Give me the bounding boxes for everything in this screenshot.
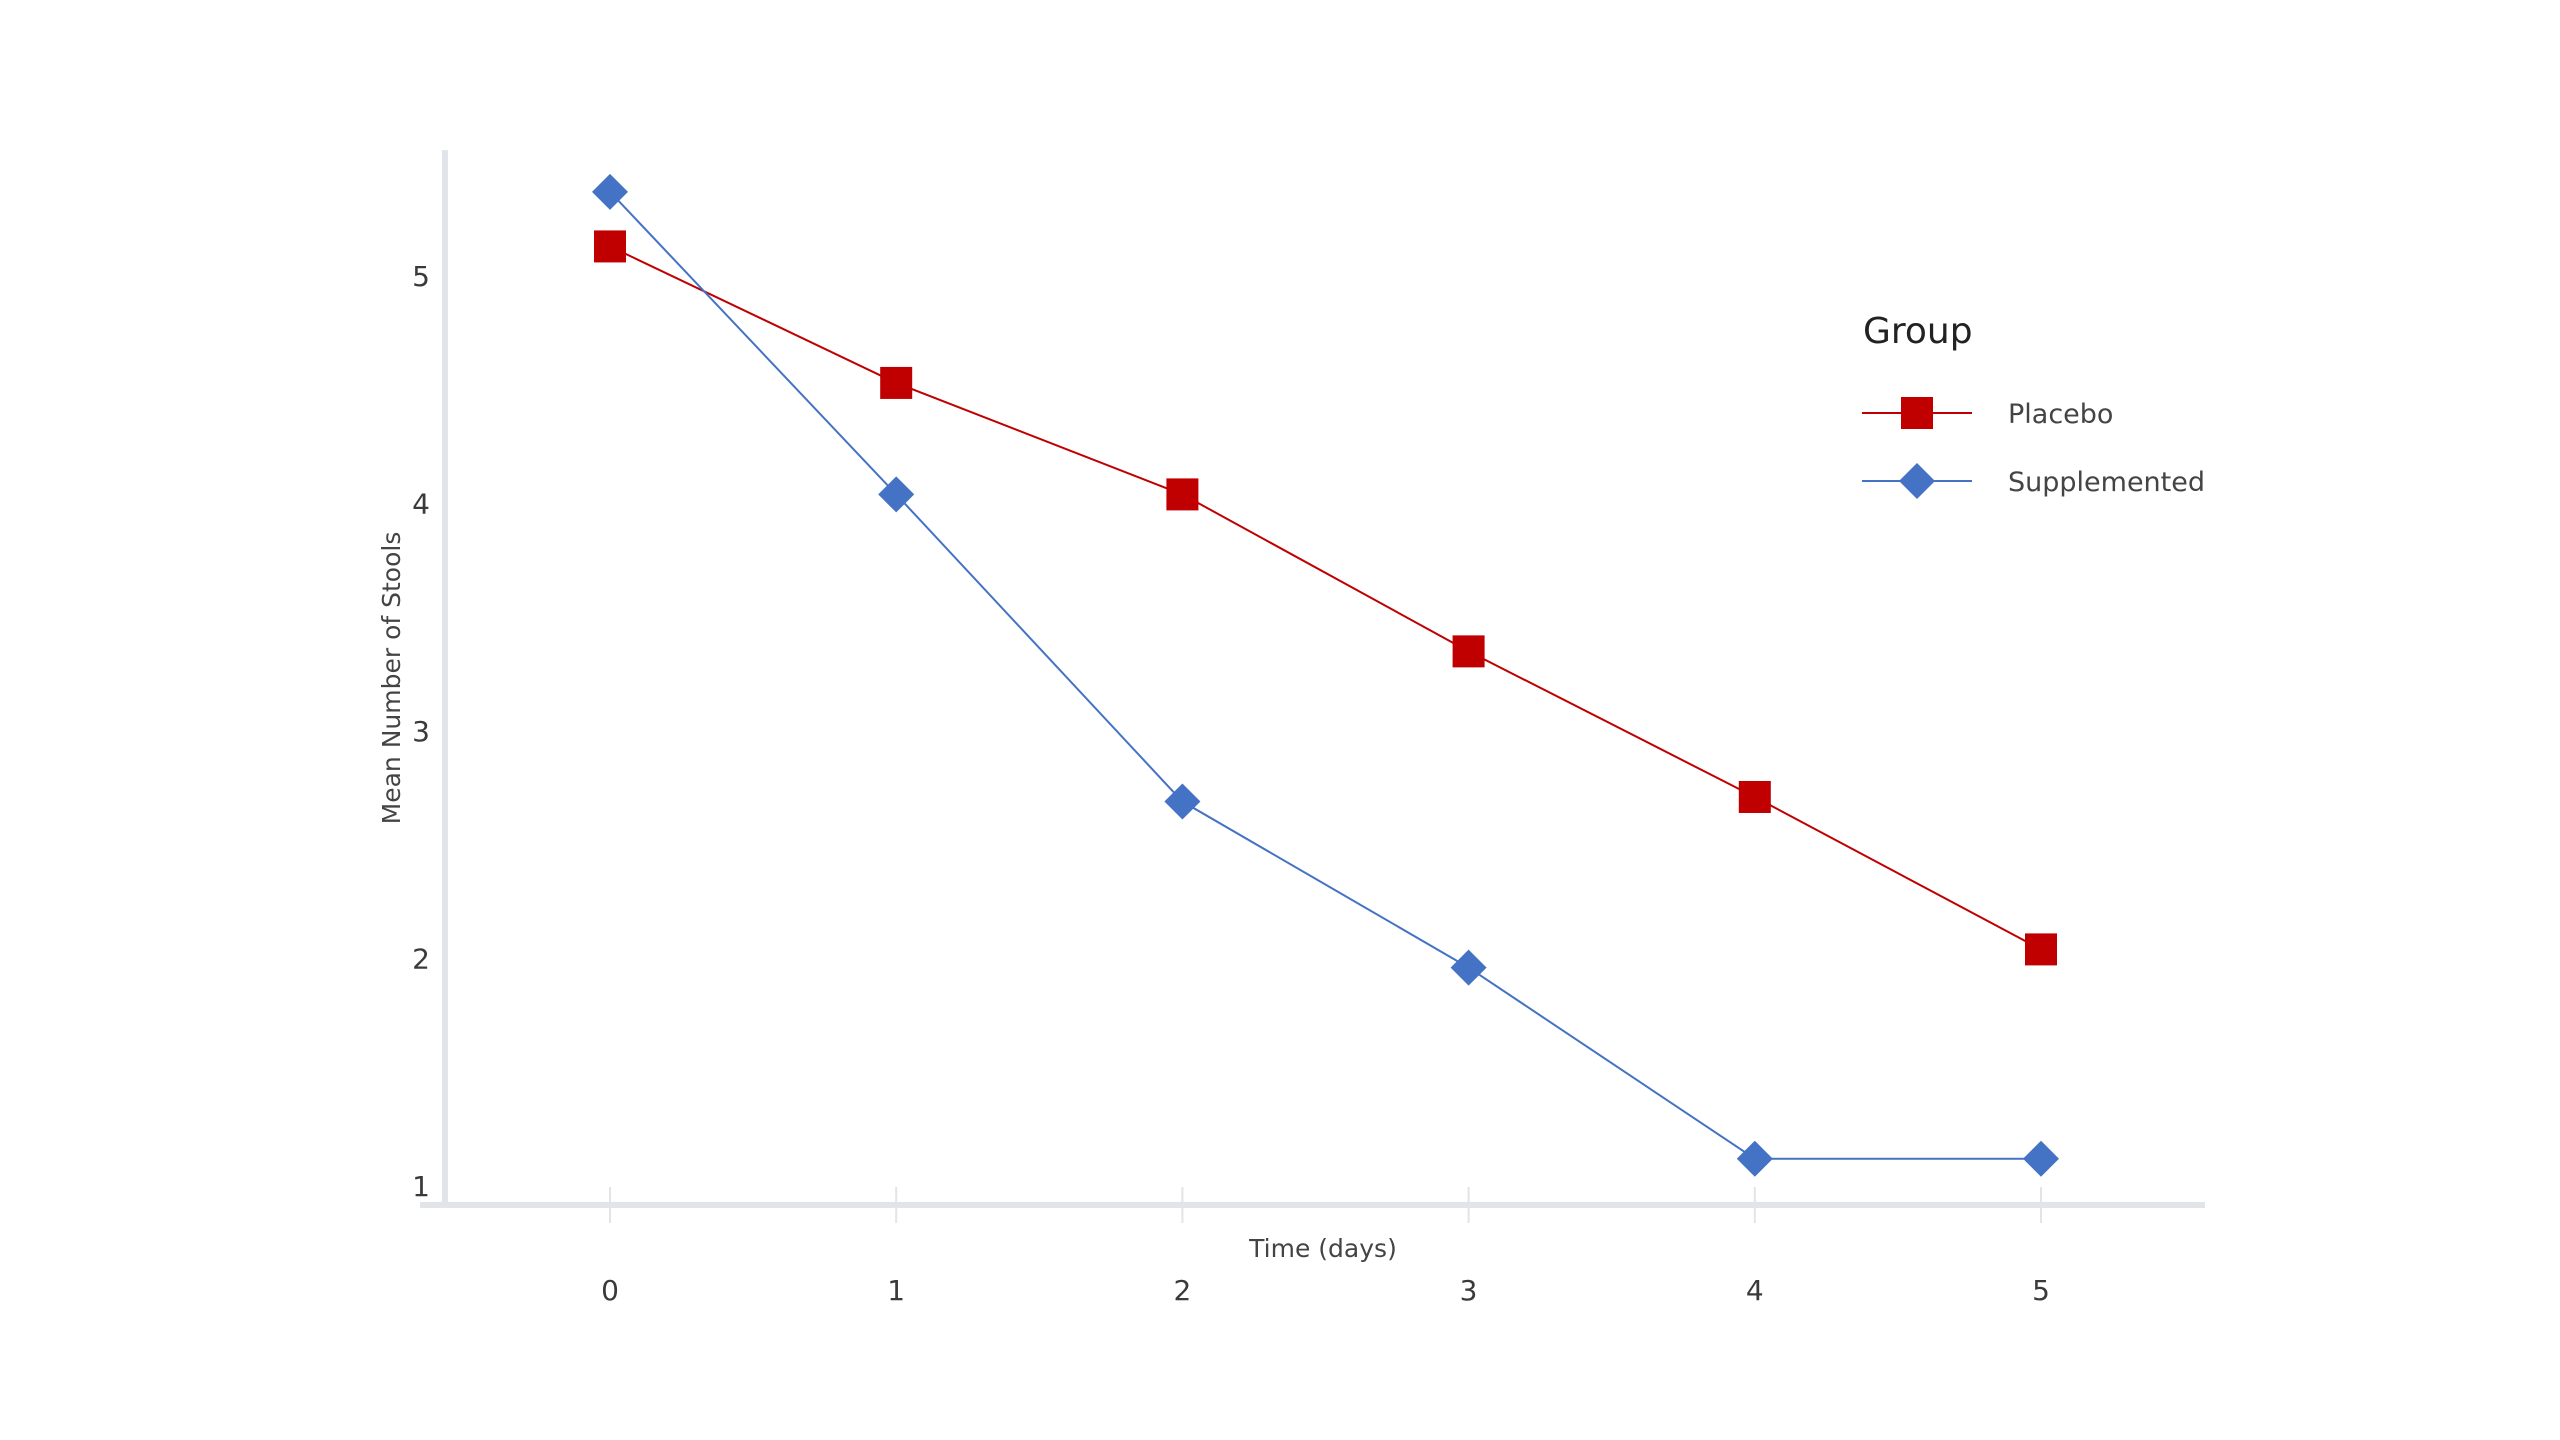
legend-label-placebo: Placebo [2008,399,2113,430]
x-tick-label: 2 [1173,1274,1191,1307]
series-supplemented [592,173,2059,1177]
data-point-supplemented [878,476,915,513]
legend-square-icon [1901,397,1933,429]
series-placebo [594,230,2057,966]
legend-item-placebo: Placebo [1862,397,2113,430]
data-point-placebo [2025,933,2057,966]
x-axis-title: Time (days) [1248,1234,1397,1263]
x-tick-label: 1 [887,1274,905,1307]
data-point-placebo [594,230,626,263]
series-line-supplemented [609,191,2041,1160]
legend-title: Group [1863,311,1973,352]
legend-diamond-icon [1899,463,1935,499]
y-tick-label: 2 [412,943,430,976]
data-point-supplemented [1736,1140,1773,1177]
y-tick-label: 3 [412,715,430,748]
data-point-placebo [1166,478,1199,511]
data-point-placebo [880,366,913,399]
x-axis-ticks: 0 1 2 3 4 5 [601,1187,2050,1307]
x-tick-label: 0 [601,1274,619,1307]
y-tick-label: 4 [412,488,430,521]
y-axis-ticks: 1 2 3 4 5 [412,260,430,1203]
data-point-supplemented [1450,949,1487,986]
x-tick-label: 4 [1746,1274,1764,1307]
y-tick-label: 5 [412,260,430,293]
legend: Group Placebo Supplemented [1862,311,2205,499]
data-point-placebo [1738,780,1771,813]
series-line-placebo [609,245,2042,951]
data-point-placebo [1452,635,1485,668]
data-point-supplemented [592,173,628,210]
series-layer [592,173,2059,1177]
data-point-supplemented [2023,1140,2059,1177]
y-tick-label: 1 [412,1170,430,1203]
data-point-supplemented [1164,783,1201,820]
legend-label-supplemented: Supplemented [2008,467,2205,498]
legend-item-supplemented: Supplemented [1862,463,2205,499]
x-tick-label: 5 [2032,1274,2050,1307]
y-axis-title: Mean Number of Stools [377,532,406,825]
x-tick-label: 3 [1460,1274,1478,1307]
